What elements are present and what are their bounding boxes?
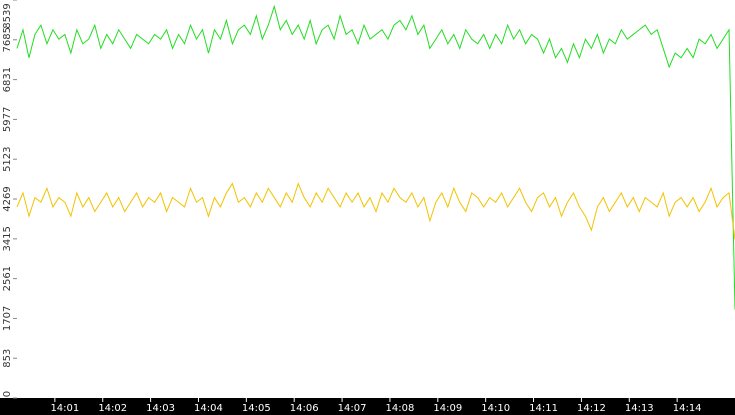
x-axis-bar	[0, 398, 735, 415]
x-tick-label: 14:06	[290, 403, 319, 414]
data-line	[16, 4, 735, 310]
x-tick-label: 14:12	[577, 403, 606, 414]
x-tick-label: 14:14	[673, 403, 702, 414]
y-tick-label: 1707	[2, 306, 13, 331]
x-tick-label: 14:11	[529, 403, 558, 414]
y-tick-label: 3415	[2, 226, 13, 251]
y-tick-label: 5123	[2, 146, 13, 171]
x-tick-label: 14:13	[625, 403, 654, 414]
x-tick-label: 14:04	[194, 403, 223, 414]
y-tick-label: 8539	[2, 3, 13, 28]
x-tick-label: 14:02	[98, 403, 127, 414]
y-tick-label: 0	[2, 391, 13, 397]
x-tick-label: 14:05	[242, 403, 271, 414]
y-tick-label: 5977	[2, 107, 13, 132]
y-tick-label: 7685	[2, 27, 13, 52]
y-tick-label: 2561	[2, 266, 13, 291]
y-tick-label: 6831	[2, 67, 13, 92]
x-tick-label: 14:08	[386, 403, 415, 414]
x-tick-label: 14:09	[433, 403, 462, 414]
x-tick-label: 14:10	[481, 403, 510, 414]
x-tick-label: 14:01	[50, 403, 79, 414]
x-tick-label: 14:07	[338, 403, 367, 414]
y-tick-label: 4269	[2, 186, 13, 211]
y-tick-label: 853	[2, 349, 13, 368]
data-line	[16, 182, 735, 240]
x-tick-label: 14:03	[146, 403, 175, 414]
